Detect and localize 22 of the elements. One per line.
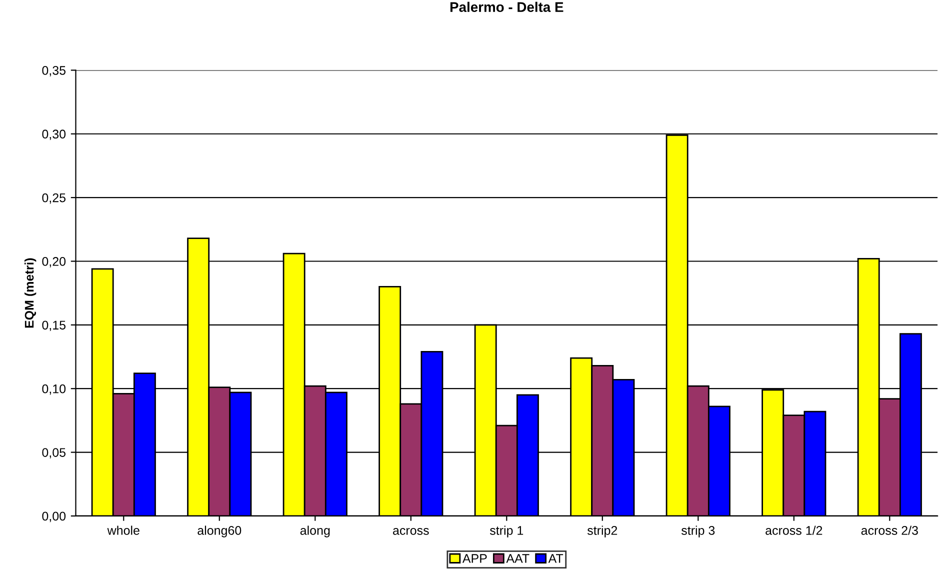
y-tick-label: 0,10 xyxy=(42,384,66,395)
x-tick-label: strip 3 xyxy=(681,526,715,538)
legend-label: AAT xyxy=(506,554,530,563)
y-tick-label: 0,00 xyxy=(42,512,66,522)
y-tick-label: 0,25 xyxy=(42,193,66,204)
x-tick-label: whole xyxy=(107,526,140,535)
y-tick-label: 0,30 xyxy=(42,130,66,140)
x-tick-label: along60 xyxy=(198,526,242,538)
chart-title: Palermo - Delta E xyxy=(450,2,564,12)
legend-label: AT xyxy=(548,554,564,563)
y-tick-label: 0,35 xyxy=(42,66,66,76)
y-tick-label: 0,05 xyxy=(42,448,66,458)
x-tick-label: strip 1 xyxy=(490,526,524,538)
x-tick-label: across 2/3 xyxy=(861,526,918,535)
legend-label: APP xyxy=(462,554,487,563)
x-tick-label: across 1/2 xyxy=(766,526,822,535)
y-tick-label: 0,20 xyxy=(42,257,66,268)
x-tick-label: strip2 xyxy=(587,526,618,538)
y-tick-label: 0,15 xyxy=(42,320,66,332)
y-axis-title: EQM (metri) xyxy=(24,258,36,328)
x-tick-label: across xyxy=(393,528,429,535)
x-tick-label: along xyxy=(300,526,330,538)
